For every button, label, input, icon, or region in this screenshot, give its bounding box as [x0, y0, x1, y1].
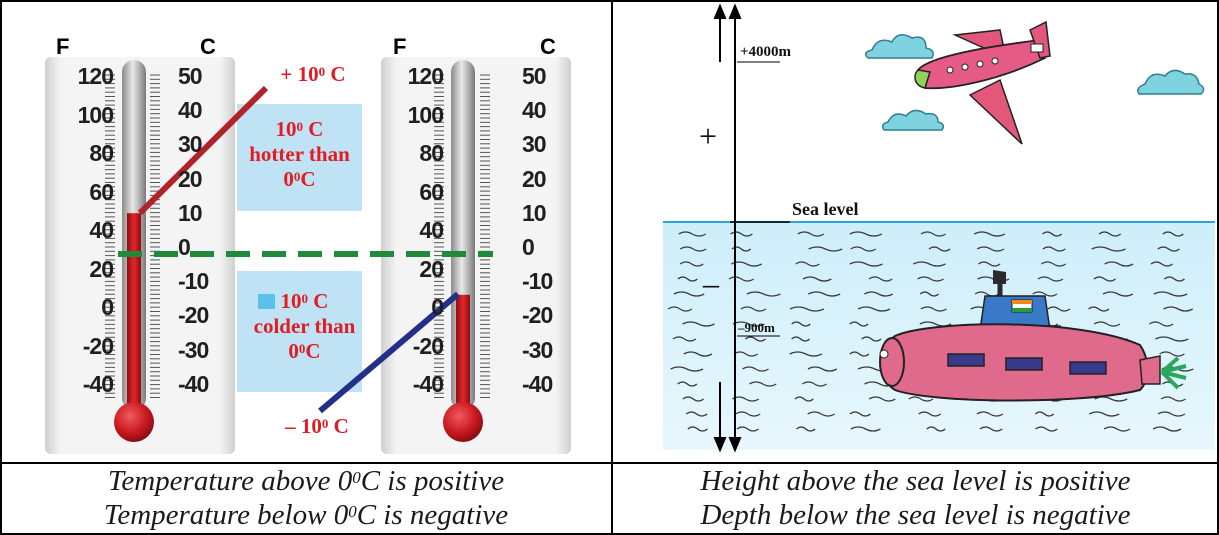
fahrenheit-tick-label: -20: [82, 332, 114, 359]
submarine-illustration: [879, 270, 1187, 402]
celsius-tick-label: 40: [178, 97, 203, 124]
celsius-tick-label: -20: [522, 302, 553, 329]
mercury-column-left: [127, 213, 141, 420]
celsius-tick-label: 40: [522, 97, 547, 124]
thermometer-bulb-left: [114, 402, 154, 442]
sea-level-label: Sea level: [792, 199, 859, 219]
fahrenheit-tick-label: 100: [407, 101, 444, 128]
celsius-tick-label: -40: [522, 370, 553, 397]
fahrenheit-tick-label: 60: [89, 178, 114, 205]
minus-sign: –: [703, 265, 719, 301]
celsius-tick-label: 0: [522, 234, 535, 260]
mercury-column-right: [456, 294, 470, 420]
fahrenheit-unit-right: F: [393, 34, 407, 59]
fahrenheit-tick-label: 80: [419, 140, 444, 166]
cold-pointer-line: [318, 291, 460, 414]
celsius-tick-label: 20: [522, 165, 547, 192]
celsius-tick-label: -20: [178, 302, 209, 329]
fahrenheit-tick-label: 0: [431, 294, 444, 320]
height-label: +4000m: [740, 44, 792, 60]
depth-label: –900m: [738, 320, 775, 335]
celsius-unit-right: C: [540, 34, 556, 59]
cloud-illustrations: [865, 34, 1205, 131]
fahrenheit-tick-label: 80: [89, 140, 114, 166]
temperature-caption: Temperature above 00C is positive Temper…: [103, 465, 509, 531]
celsius-tick-label: 30: [178, 131, 203, 158]
fahrenheit-tick-label: 0: [101, 294, 114, 320]
colder-label-box: [237, 271, 362, 392]
fahrenheit-tick-label: 120: [407, 63, 444, 89]
celsius-tick-label: -40: [178, 370, 209, 397]
fahrenheit-tick-label: 120: [77, 63, 114, 89]
celsius-tick-label: 30: [522, 131, 547, 158]
fahrenheit-tick-label: -40: [82, 371, 114, 397]
fahrenheit-tick-label: 40: [89, 217, 114, 243]
thermometer-tick-marks: [105, 74, 490, 398]
celsius-tick-label: -10: [522, 268, 553, 295]
fahrenheit-tick-label: 20: [89, 255, 114, 282]
sea-level-caption: Height above the sea level is positive D…: [700, 465, 1131, 531]
celsius-tick-label: 10: [178, 199, 203, 226]
fahrenheit-tick-label: 20: [419, 255, 444, 282]
celsius-tick-label: 20: [178, 165, 203, 192]
minus-ten-label: – 100 C: [285, 414, 349, 438]
celsius-tick-label: 50: [178, 63, 203, 89]
thermometer-bulb-right: [443, 402, 483, 442]
hotter-label-text: 100 C hotter than 00C: [249, 117, 350, 191]
height-depth-axis: [713, 3, 790, 453]
colder-label-text: 100 C colder than 00C: [253, 289, 356, 363]
airplane-illustration: [914, 20, 1051, 145]
hotter-label-box: [237, 104, 362, 211]
colder-marker-square: [258, 294, 275, 309]
plus-ten-label: + 100 C: [280, 62, 346, 86]
hot-pointer-line: [137, 85, 269, 216]
thermometer-panel-right: [381, 57, 571, 454]
celsius-tick-label: -30: [522, 336, 553, 363]
plus-sign: +: [699, 118, 718, 154]
fahrenheit-tick-label: -20: [412, 332, 444, 359]
celsius-tick-label: 50: [522, 63, 547, 89]
celsius-tick-label: 10: [522, 199, 547, 226]
celsius-tick-label: -10: [178, 268, 209, 295]
celsius-unit-left: C: [200, 34, 216, 59]
celsius-tick-label: -30: [178, 336, 209, 363]
fahrenheit-tick-label: 100: [77, 101, 114, 128]
celsius-tick-label: 0: [178, 234, 191, 260]
fahrenheit-tick-label: 60: [419, 178, 444, 205]
fahrenheit-tick-label: -40: [412, 371, 444, 397]
fahrenheit-unit-left: F: [56, 34, 70, 59]
fahrenheit-tick-label: 40: [419, 217, 444, 243]
